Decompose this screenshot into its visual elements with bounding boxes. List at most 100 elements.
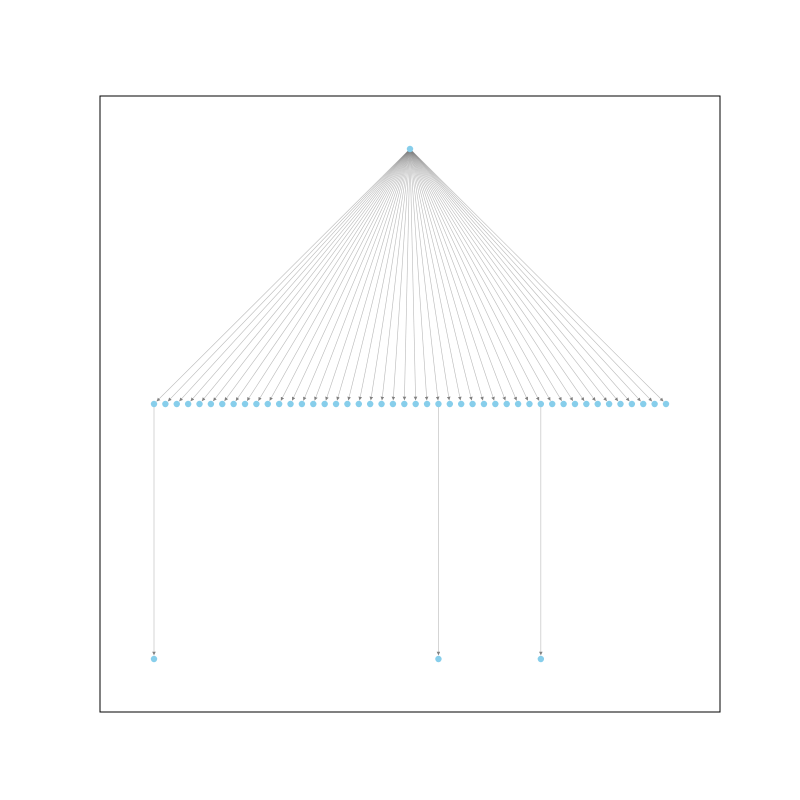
edge-root-to-child-17 — [336, 148, 411, 401]
level1-node-32 — [503, 400, 510, 408]
level1-node-24 — [412, 400, 419, 408]
level1-node-46 — [662, 400, 670, 408]
edge-root-to-child-42 — [409, 148, 619, 402]
edge-root-to-child-15 — [314, 148, 411, 401]
edge-root-to-child-25 — [409, 148, 429, 401]
edge-root-to-child-14 — [303, 148, 411, 401]
edge-root-to-child-7 — [224, 148, 411, 402]
level1-node-29 — [469, 400, 476, 408]
level1-node-6 — [207, 400, 215, 408]
edge-root-to-child-32 — [409, 148, 506, 401]
level2-node-3-1 — [537, 655, 545, 663]
edge-root-to-child-33 — [409, 148, 517, 401]
level1-node-34 — [526, 400, 533, 408]
edge-root-to-child-19 — [358, 148, 411, 401]
edge-root-to-child-29 — [409, 148, 473, 401]
edge-root-to-child-5 — [201, 148, 411, 402]
level1-node-45 — [651, 400, 658, 408]
edge-root-to-child-43 — [409, 148, 630, 402]
nodes-group — [150, 145, 670, 663]
edge-root-to-child-11 — [269, 148, 411, 401]
edge-root-to-child-41 — [409, 148, 608, 402]
edge-root-to-child-20 — [369, 148, 411, 401]
root-node — [406, 145, 414, 153]
edge-root-to-child-46 — [409, 148, 664, 402]
level1-node-5 — [196, 400, 203, 408]
level1-node-39 — [583, 400, 590, 408]
edge-root-to-child-16 — [325, 148, 411, 401]
level1-node-16 — [321, 400, 328, 408]
level1-node-27 — [446, 400, 454, 408]
level1-node-15 — [310, 400, 317, 408]
level1-node-12 — [275, 400, 283, 408]
edge-root-to-child-27 — [409, 148, 451, 401]
level1-node-28 — [458, 400, 465, 408]
level1-node-20 — [366, 400, 374, 408]
level1-node-9 — [241, 400, 249, 408]
level1-node-8 — [230, 400, 237, 408]
level1-node-21 — [378, 400, 385, 408]
level1-node-26 — [435, 400, 442, 408]
level2-node-2-1 — [435, 655, 442, 663]
level1-node-31 — [492, 400, 499, 408]
edge-root-to-child-45 — [409, 148, 653, 402]
level1-node-30 — [480, 400, 488, 408]
edge-root-to-child-31 — [409, 148, 495, 401]
edge-root-to-child-44 — [409, 148, 641, 402]
level1-node-35 — [537, 400, 545, 408]
plot-frame — [99, 95, 721, 713]
edge-root-to-child-22 — [391, 148, 411, 401]
edges-group — [152, 148, 664, 656]
edge-root-to-child-38 — [409, 148, 574, 402]
level1-node-25 — [423, 400, 431, 408]
edge-root-to-child-12 — [280, 148, 411, 401]
edge-root-to-child-6 — [212, 148, 411, 402]
level1-node-42 — [617, 400, 624, 408]
edge-root-to-child-9 — [246, 148, 411, 402]
edge-root-to-child-2 — [167, 148, 411, 402]
level1-node-11 — [264, 400, 271, 408]
edge-root-to-child-28 — [409, 148, 462, 401]
level1-node-3 — [173, 400, 180, 408]
edge-root-to-child-8 — [235, 148, 411, 402]
level1-node-37 — [560, 400, 567, 408]
level1-node-43 — [628, 400, 636, 408]
edge-root-to-child-1 — [156, 148, 411, 402]
edge-root-to-child-34 — [409, 148, 529, 401]
edge-root-to-child-3 — [179, 148, 411, 402]
edge-root-to-child-30 — [409, 148, 484, 401]
level1-node-36 — [549, 400, 556, 408]
level1-node-38 — [571, 400, 579, 408]
level1-node-41 — [605, 400, 613, 408]
edge-root-to-child-13 — [291, 148, 411, 401]
level1-node-13 — [287, 400, 294, 408]
edge-root-to-child-23 — [402, 148, 411, 401]
level1-node-1 — [150, 400, 158, 408]
level1-node-33 — [514, 400, 522, 408]
edge-root-to-child-10 — [258, 148, 411, 401]
edge-root-to-child-21 — [380, 148, 411, 401]
level1-node-14 — [298, 400, 306, 408]
edge-root-to-child-37 — [409, 148, 562, 401]
edge-root-to-child-24 — [409, 148, 418, 401]
edge-root-to-child-36 — [409, 148, 551, 401]
edge-root-to-child-26 — [409, 148, 440, 401]
level1-node-17 — [332, 400, 340, 408]
edge-root-to-child-35 — [409, 148, 540, 401]
level1-node-7 — [219, 400, 226, 408]
level1-node-23 — [401, 400, 408, 408]
level1-node-10 — [253, 400, 260, 408]
edge-root-to-child-39 — [409, 148, 585, 402]
level1-node-4 — [184, 400, 192, 408]
level1-node-2 — [162, 400, 169, 408]
level1-node-22 — [389, 400, 397, 408]
level2-node-1-1 — [150, 655, 158, 663]
level1-node-19 — [355, 400, 362, 408]
level1-node-44 — [640, 400, 647, 408]
edge-root-to-child-4 — [190, 148, 411, 402]
edge-root-to-child-18 — [347, 148, 411, 401]
edge-root-to-child-40 — [409, 148, 596, 402]
level1-node-18 — [344, 400, 351, 408]
level1-node-40 — [594, 400, 601, 408]
